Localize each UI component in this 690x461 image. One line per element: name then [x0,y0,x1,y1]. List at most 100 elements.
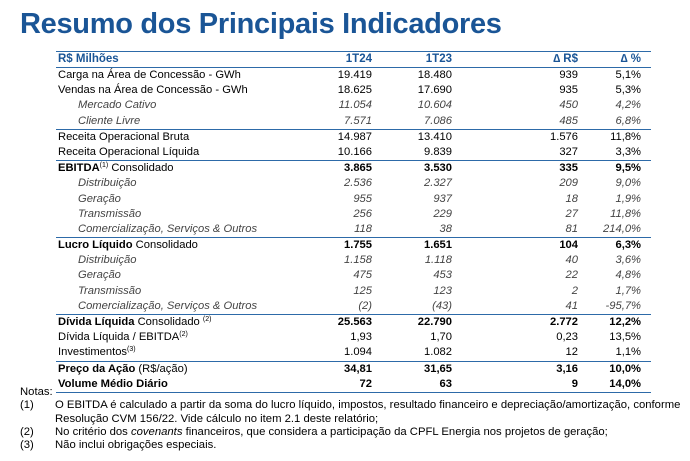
cell-1t24: 955 [353,192,372,205]
cell-1t23: 17.690 [417,84,452,97]
cell-1t24: 1.094 [344,346,372,359]
row-label: Preço da Ação (R$/ação) [58,362,188,377]
cell-1t23: 1.082 [424,346,452,359]
cell-delta-pct: 11,8% [610,130,641,143]
cell-delta-pct: 4,2% [615,99,642,112]
cell-1t23: 18.480 [417,69,452,81]
page-title: Resumo dos Principais Indicadores [20,8,502,40]
row-label-bold: Dívida Líquida [58,316,135,328]
note-text-italic: covenants [130,425,183,438]
cell-delta-rs: 209 [559,177,578,190]
row-label: EBITDA(1) Consolidado [58,161,174,176]
cell-delta-pct: -95,7% [605,299,641,312]
table-row: Carga na Área de Concessão - GWh 19.419 18… [56,68,651,83]
cell-delta-rs: 1.576 [550,130,578,143]
cell-delta-pct: 6,8% [615,114,642,127]
table-row: Cliente Livre 7.571 7.086 485 6,8% [56,114,651,129]
note-1: (1) O EBITDA é calculado a partir da som… [20,399,680,412]
note-text: No critério dos covenants financeiros, q… [55,426,608,439]
row-label: Carga na Área de Concessão - GWh [58,69,241,81]
header-delta-rs: ∆ R$ [553,53,578,65]
cell-delta-rs: 450 [559,99,578,112]
cell-1t24: 34,81 [344,362,372,375]
note-number: (3) [20,439,34,452]
cell-1t24: 19.419 [337,69,372,81]
cell-delta-rs: 3,16 [556,362,578,375]
cell-1t23: 31,65 [424,362,452,375]
cell-1t24: (2) [358,299,372,312]
cell-1t24: 72 [359,377,372,390]
header-label: R$ Milhões [58,53,119,65]
row-label: Investimentos(3) [58,345,136,360]
indicators-table: R$ Milhões 1T24 1T23 ∆ R$ ∆ % Carga na Á… [56,51,651,393]
cell-delta-rs: 22 [565,269,578,282]
table-row: Transmissão 125 123 2 1,7% [56,284,651,299]
row-label-rest: Consolidado [108,162,174,175]
cell-1t23: 9.839 [424,145,452,158]
cell-1t24: 2.536 [344,177,372,190]
cell-delta-rs: 41 [565,299,578,312]
cell-1t23: 13.410 [417,130,452,143]
row-label-bold: Lucro Líquido [58,239,133,252]
cell-delta-pct: 11,8% [610,207,641,220]
cell-delta-pct: 6,3% [615,239,642,252]
cell-1t23: 229 [433,207,452,220]
cell-1t23: 63 [439,377,452,390]
row-label: Dívida Líquida Consolidado (2) [58,315,211,330]
cell-delta-rs: 104 [559,239,578,252]
note-text: O EBITDA é calculado a partir da soma do… [55,399,681,412]
cell-1t24: 256 [353,207,372,220]
cell-delta-rs: 27 [565,207,578,220]
note-text: Resolução CVM 156/22. Vide cálculo no it… [55,412,379,425]
footnotes: Notas: (1) O EBITDA é calculado a partir… [20,386,680,452]
cell-1t24: 7.571 [344,114,372,127]
cell-delta-pct: 5,1% [615,69,642,81]
cell-delta-rs: 485 [559,114,578,127]
row-label: Lucro Líquido Consolidado [58,238,198,253]
row-label: Distribuição [78,254,137,267]
cell-delta-rs: 939 [559,69,578,81]
header-1t23: 1T23 [425,53,452,65]
cell-1t24: 11.054 [338,99,372,112]
cell-1t24: 1,93 [350,331,372,344]
header-delta-pct: ∆ % [620,53,641,65]
row-label: Transmissão [78,284,142,297]
cell-1t24: 10.166 [337,145,372,158]
table-row: Mercado Cativo 11.054 10.604 450 4,2% [56,98,651,113]
cell-1t23: 1.651 [424,239,452,252]
cell-delta-rs: 12 [565,346,578,359]
table-row: Receita Operacional Líquida 10.166 9.839 32… [56,145,651,160]
cell-delta-pct: 13,5% [609,331,641,344]
row-label-rest: (R$/ação) [135,362,188,375]
table-header: R$ Milhões 1T24 1T23 ∆ R$ ∆ % [56,51,651,68]
row-label: Comercialização, Serviços & Outros [78,299,258,312]
cell-1t24: 18.625 [337,84,372,97]
cell-delta-pct: 1,9% [615,192,642,205]
table-row: Transmissão 256 229 27 11,8% [56,207,651,222]
cell-1t23: 10.604 [417,99,452,112]
cell-delta-pct: 214,0% [603,222,641,235]
note-text-part: No critério dos [55,425,131,438]
footnote-ref: (1) [99,162,109,170]
notes-heading-text: Notas: [20,386,53,398]
table-row: Dívida Líquida / EBITDA(2) 1,93 1,70 0,23 13… [56,330,651,345]
cell-delta-rs: 18 [565,192,578,205]
cell-delta-pct: 3,3% [615,145,642,158]
cell-1t23: 1.118 [424,254,452,267]
footnote-ref: (3) [127,346,136,354]
note-3: (3) Não inclui obrigações especiais. [20,439,216,452]
row-label: Geração [78,269,121,282]
note-text: Não inclui obrigações especiais. [55,439,217,452]
row-label: Transmissão [78,207,142,220]
cell-delta-rs: 81 [565,222,578,235]
cell-1t23: 7.086 [424,114,452,127]
cell-delta-pct: 10,0% [609,362,641,375]
cell-delta-pct: 1,1% [615,346,642,359]
cell-1t23: 123 [433,284,452,297]
header-1t24: 1T24 [345,53,372,65]
cell-delta-rs: 935 [559,84,578,97]
table-row: Receita Operacional Bruta 14.987 13.410 1.5… [56,128,651,145]
table-row: Dívida Líquida Consolidado (2) 25.563 22.7… [56,314,651,330]
cell-1t24: 125 [353,284,372,297]
note-2: (2) No critério dos covenants financeiro… [20,426,608,439]
